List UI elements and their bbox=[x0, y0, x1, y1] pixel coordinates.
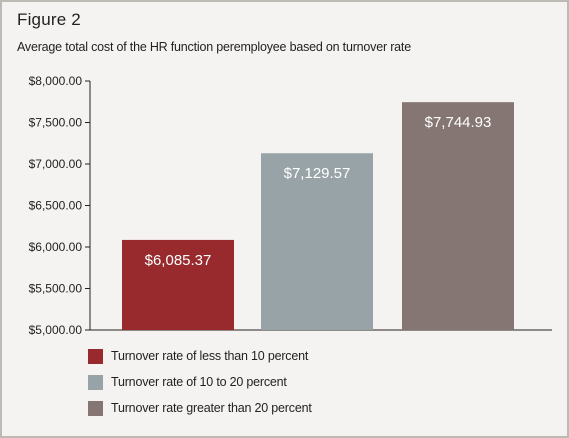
legend-swatch bbox=[88, 348, 103, 364]
legend: Turnover rate of less than 10 percent Tur… bbox=[88, 347, 312, 425]
legend-label: Turnover rate of 10 to 20 percent bbox=[111, 375, 287, 389]
bar bbox=[261, 153, 373, 330]
figure-label: Figure 2 bbox=[17, 10, 81, 29]
bar-chart: $5,000.00 $5,500.00 $6,000.00 $6,500.00 $7,0… bbox=[29, 74, 552, 337]
y-tick-label: $7,500.00 bbox=[29, 116, 83, 130]
legend-swatch bbox=[88, 374, 103, 390]
legend-item: Turnover rate of less than 10 percent bbox=[88, 347, 312, 365]
y-tick-label: $7,000.00 bbox=[29, 157, 83, 171]
bar bbox=[122, 239, 234, 330]
y-tick-label: $5,000.00 bbox=[29, 323, 83, 337]
legend-swatch bbox=[88, 400, 103, 416]
legend-label: Turnover rate of less than 10 percent bbox=[111, 349, 309, 363]
y-tick-label: $6,500.00 bbox=[29, 199, 83, 213]
chart-title: Average total cost of the HR function pe… bbox=[17, 40, 411, 54]
legend-label: Turnover rate greater than 20 percent bbox=[111, 401, 312, 415]
bars: $6,085.37 $7,129.57 $7,744.93 bbox=[122, 102, 514, 330]
y-tick-label: $6,000.00 bbox=[29, 240, 83, 254]
legend-item: Turnover rate of 10 to 20 percent bbox=[88, 373, 312, 391]
y-tick-label: $8,000.00 bbox=[29, 74, 83, 88]
y-tick-label: $5,500.00 bbox=[29, 282, 83, 296]
legend-item: Turnover rate greater than 20 percent bbox=[88, 399, 312, 417]
bar bbox=[402, 102, 514, 330]
bar-value-label: $6,085.37 bbox=[145, 252, 212, 269]
bar-value-label: $7,744.93 bbox=[425, 114, 492, 131]
bar-value-label: $7,129.57 bbox=[284, 165, 351, 182]
